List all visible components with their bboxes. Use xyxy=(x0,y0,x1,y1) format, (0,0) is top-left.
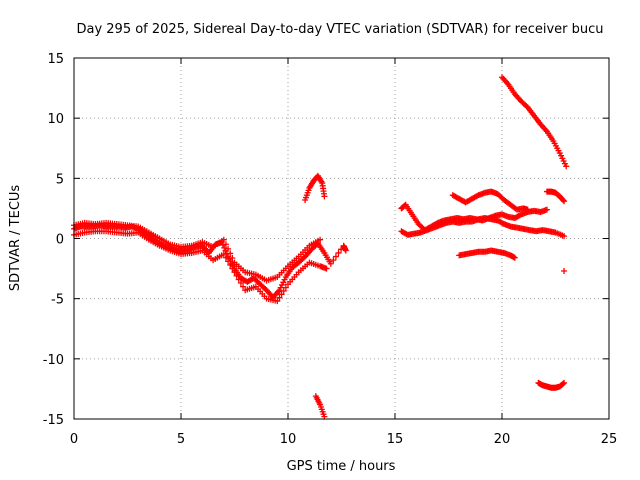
y-tick-label: 5 xyxy=(56,172,64,187)
data-series xyxy=(535,379,568,391)
data-point xyxy=(282,284,289,291)
data-point xyxy=(219,241,226,248)
y-tick-label: 15 xyxy=(47,52,64,67)
data-point xyxy=(225,245,232,252)
data-series xyxy=(71,219,324,284)
data-point xyxy=(543,206,550,213)
data-point xyxy=(560,380,567,387)
data-point xyxy=(511,254,518,261)
data-series xyxy=(561,267,568,274)
x-tick-label: 25 xyxy=(601,432,618,447)
x-tick-label: 5 xyxy=(177,432,185,447)
data-point xyxy=(317,236,324,243)
data-point xyxy=(561,379,568,386)
data-series xyxy=(456,247,518,261)
data-series xyxy=(302,172,328,203)
x-axis-label: GPS time / hours xyxy=(287,459,396,474)
data-point xyxy=(321,193,328,200)
data-point xyxy=(276,294,283,301)
x-tick-label: 15 xyxy=(387,432,404,447)
data-point xyxy=(220,251,227,258)
data-point xyxy=(231,269,238,276)
x-tick-label: 10 xyxy=(280,432,297,447)
data-point xyxy=(274,298,281,305)
plot-frame xyxy=(73,57,610,420)
data-point xyxy=(227,250,234,257)
data-point xyxy=(237,280,244,287)
y-tick-label: 10 xyxy=(47,112,64,127)
data-point xyxy=(222,241,229,248)
grid xyxy=(74,58,609,419)
data-point xyxy=(524,206,531,213)
data-point xyxy=(335,249,342,256)
data-point xyxy=(332,253,339,260)
data-series xyxy=(71,228,330,305)
x-tick-label: 20 xyxy=(494,432,511,447)
data-point xyxy=(229,265,236,272)
data-point xyxy=(323,265,330,272)
data-point xyxy=(235,276,242,283)
y-tick-label: -15 xyxy=(43,413,64,428)
data-series xyxy=(312,393,328,420)
data-point xyxy=(330,257,337,264)
y-tick-label: 0 xyxy=(56,233,64,248)
data-point xyxy=(560,197,567,204)
data-point xyxy=(561,233,568,240)
data-point xyxy=(233,272,240,279)
data-point xyxy=(240,283,247,290)
chart-title: Day 295 of 2025, Sidereal Day-to-day VTE… xyxy=(76,22,603,37)
y-tick-label: -5 xyxy=(51,293,64,308)
y-tick-label: -10 xyxy=(43,353,64,368)
data-point xyxy=(222,254,229,261)
data-series xyxy=(449,188,531,213)
data-point xyxy=(229,254,236,261)
data-series xyxy=(398,201,550,234)
data-point xyxy=(227,261,234,268)
data-point xyxy=(225,258,232,265)
data-point xyxy=(327,260,334,267)
data-point xyxy=(563,163,570,170)
data-points xyxy=(71,74,570,420)
data-point xyxy=(220,236,227,243)
data-point xyxy=(278,291,285,298)
data-point xyxy=(342,247,349,254)
y-axis-label: SDTVAR / TECUs xyxy=(8,185,23,292)
data-series xyxy=(543,188,568,205)
data-point xyxy=(280,287,287,294)
data-series xyxy=(499,74,570,170)
axis-ticks: 0 5 10 15 20 25 -15 -10 -5 0 5 10 15 xyxy=(43,52,618,447)
data-point xyxy=(561,267,568,274)
x-tick-label: 0 xyxy=(70,432,78,447)
data-point xyxy=(221,244,228,251)
data-point xyxy=(561,198,568,205)
